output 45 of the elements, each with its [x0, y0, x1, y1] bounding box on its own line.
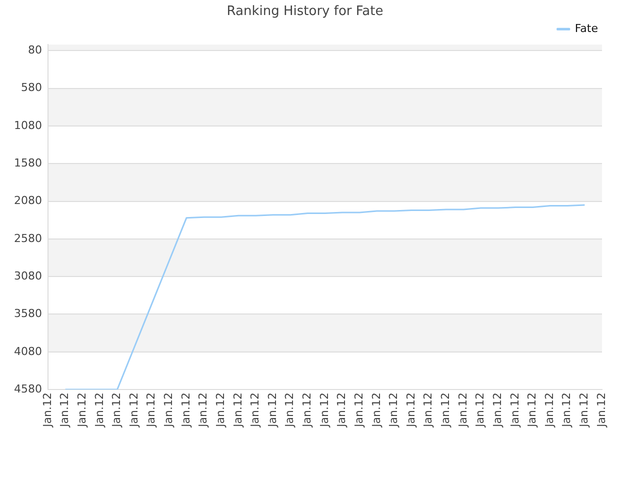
- x-tick-label: Jan.12: [214, 392, 227, 428]
- x-tick-label: Jan.12: [58, 392, 72, 428]
- x-tick-label: Jan.12: [335, 392, 348, 428]
- x-tick-label: Jan.12: [144, 392, 158, 428]
- x-tick-label: Jan.12: [439, 392, 452, 428]
- x-tick-label: Jan.12: [387, 392, 400, 428]
- y-tick-label: 2080: [14, 194, 42, 208]
- x-tick-label: Jan.12: [594, 392, 608, 428]
- x-tick-label: Jan.12: [508, 392, 522, 428]
- x-tick-label: Jan.12: [248, 392, 262, 428]
- x-tick-label: Jan.12: [231, 392, 244, 428]
- x-tick-label: Jan.12: [92, 392, 106, 428]
- x-tick-label: Jan.12: [283, 392, 296, 428]
- x-tick-label: Jan.12: [422, 392, 435, 428]
- x-tick-label: Jan.12: [318, 392, 331, 428]
- x-tick-label: Jan.12: [75, 392, 88, 428]
- x-tick-label: Jan.12: [474, 392, 487, 428]
- x-tick-label: Jan.12: [526, 392, 539, 428]
- y-tick-label: 4080: [14, 344, 42, 358]
- y-tick-label: 3580: [14, 307, 42, 320]
- x-tick-label: Jan.12: [110, 392, 124, 428]
- y-tick-label: 1580: [14, 156, 42, 170]
- y-tick-label: 80: [28, 43, 42, 56]
- x-tick-label: Jan.12: [127, 392, 140, 428]
- x-tick-label: Jan.12: [352, 392, 366, 428]
- x-tick-label: Jan.12: [456, 392, 470, 428]
- y-tick-label: 2580: [14, 232, 42, 245]
- x-tick-label: Jan.12: [404, 392, 418, 428]
- y-tick-label: 4580: [14, 382, 42, 396]
- x-tick-label: Jan.12: [162, 392, 176, 428]
- x-tick-label: Jan.12: [179, 392, 192, 428]
- x-tick-label: Jan.12: [560, 392, 574, 428]
- x-tick-label: Jan.12: [542, 392, 556, 428]
- x-tick-label: Jan.12: [490, 392, 504, 428]
- y-tick-label: 1080: [14, 118, 42, 132]
- x-tick-label: Jan.12: [196, 392, 210, 428]
- chart-title: Ranking History for Fate: [226, 4, 384, 20]
- legend-label: Fate: [574, 22, 598, 35]
- x-tick-label: Jan.12: [370, 392, 383, 428]
- y-tick-label: 3080: [14, 269, 42, 282]
- x-tick-label: Jan.12: [300, 392, 314, 428]
- x-tick-label: Jan.12: [40, 392, 54, 428]
- y-tick-label: 580: [20, 81, 42, 94]
- x-tick-label: Jan.12: [266, 392, 279, 428]
- x-tick-label: Jan.12: [578, 392, 591, 428]
